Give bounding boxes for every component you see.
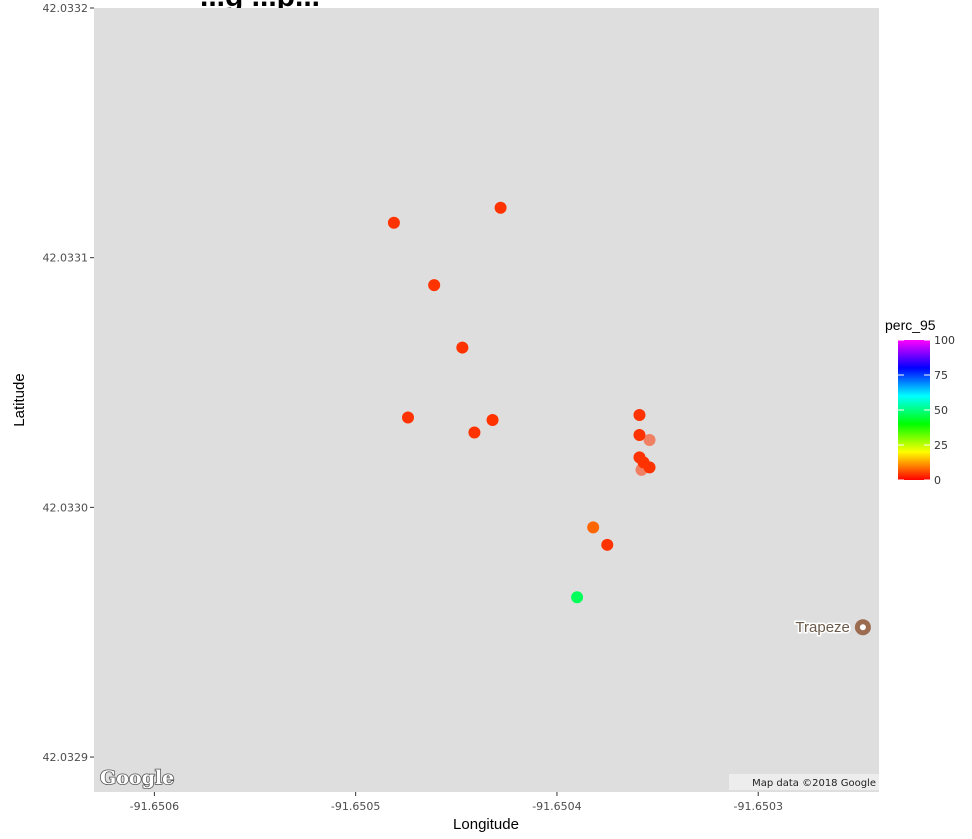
landmark-trapeze[interactable]: Trapeze xyxy=(794,618,871,638)
google-logo: Google xyxy=(100,767,174,789)
color-legend: perc_95 0 25 50 75 100 xyxy=(885,317,955,487)
map-panel[interactable] xyxy=(94,8,879,792)
attribution-background xyxy=(729,774,879,790)
data-point[interactable] xyxy=(633,408,646,421)
legend-tick-label: 50 xyxy=(934,404,948,417)
data-point[interactable] xyxy=(643,433,656,446)
y-tick-label: 42.0330 xyxy=(43,501,89,514)
data-points xyxy=(387,201,656,604)
landmark-label: Trapeze xyxy=(795,619,849,636)
y-axis-title: Latitude xyxy=(11,373,28,426)
x-tick-label: -91.6505 xyxy=(331,800,380,813)
legend-title: perc_95 xyxy=(885,317,936,333)
legend-tick-label: 0 xyxy=(934,474,941,487)
data-point[interactable] xyxy=(601,538,614,551)
y-tick-label: 42.0331 xyxy=(43,252,89,265)
data-point[interactable] xyxy=(486,413,499,426)
data-point[interactable] xyxy=(387,216,400,229)
data-point[interactable] xyxy=(633,428,646,441)
x-tick-label: -91.6504 xyxy=(532,800,581,813)
legend-tick-label: 25 xyxy=(934,439,948,452)
data-point[interactable] xyxy=(402,411,414,424)
data-point[interactable] xyxy=(428,279,441,292)
data-point[interactable] xyxy=(635,463,648,476)
map-attribution: Map data ©2018 Google xyxy=(752,778,876,789)
x-tick-label: -91.6506 xyxy=(130,800,179,813)
data-point[interactable] xyxy=(468,426,481,439)
x-axis-title: Longitude xyxy=(453,816,519,833)
x-axis: -91.6506 -91.6505 -91.6504 -91.6503 xyxy=(130,792,783,813)
data-point[interactable] xyxy=(587,521,600,534)
landmark-marker-center xyxy=(859,624,866,631)
legend-tick-label: 75 xyxy=(934,369,948,382)
data-point[interactable] xyxy=(494,201,507,214)
legend-tick-label: 100 xyxy=(934,334,955,347)
y-tick-label: 42.0332 xyxy=(43,2,89,15)
data-point[interactable] xyxy=(571,591,584,604)
y-axis: 42.0329 42.0330 42.0331 42.0332 xyxy=(43,2,94,764)
legend-ticks: 0 25 50 75 100 xyxy=(898,334,955,487)
y-tick-label: 42.0329 xyxy=(43,751,89,764)
data-point[interactable] xyxy=(456,341,469,354)
x-tick-label: -91.6503 xyxy=(733,800,782,813)
